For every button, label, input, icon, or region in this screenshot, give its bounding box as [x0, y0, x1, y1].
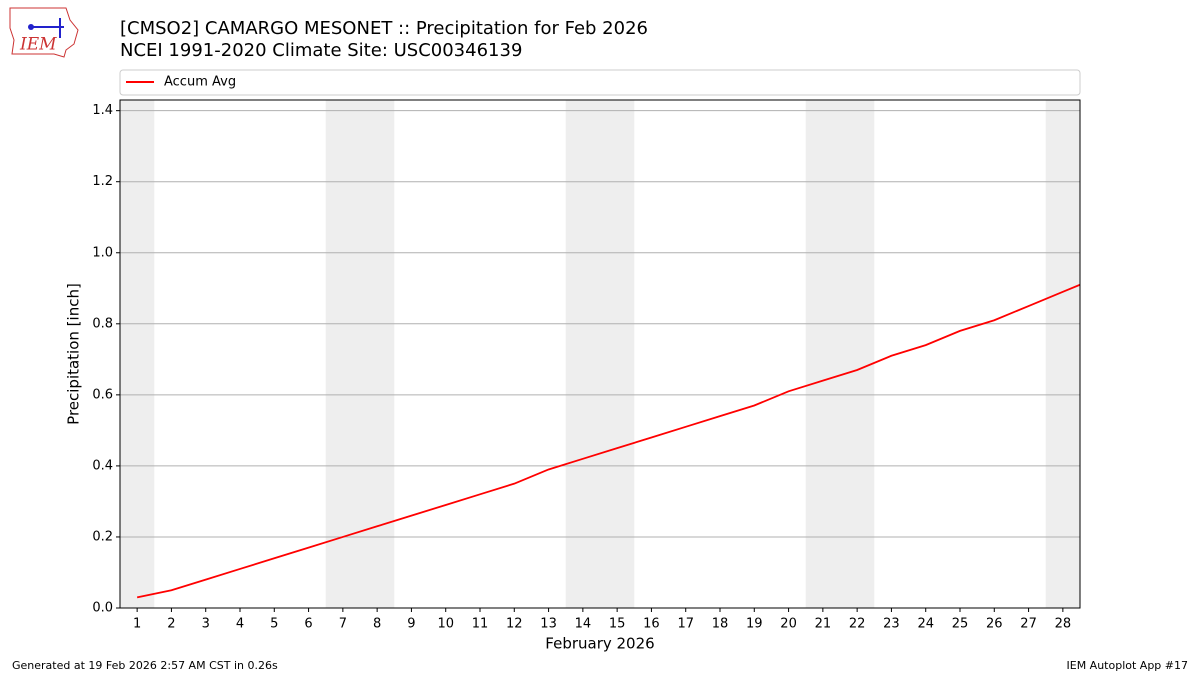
- y-tick-label: 0.8: [92, 316, 113, 331]
- y-tick-label: 1.2: [92, 174, 113, 189]
- x-tick-label: 26: [986, 617, 1003, 632]
- x-tick-label: 2: [167, 617, 175, 632]
- x-tick-label: 3: [202, 617, 210, 632]
- x-tick-label: 17: [677, 617, 694, 632]
- x-tick-label: 27: [1020, 617, 1037, 632]
- x-tick-label: 14: [575, 617, 592, 632]
- x-tick-label: 11: [472, 617, 489, 632]
- plot-area: [136, 283, 1080, 599]
- weekend-shade: [325, 100, 395, 608]
- y-tick-label: 0.4: [92, 458, 113, 473]
- x-tick-label: 22: [849, 617, 866, 632]
- weekend-shade: [805, 100, 875, 608]
- line-series: [136, 283, 1080, 599]
- x-axis-label: February 2026: [545, 635, 654, 653]
- x-tick-label: 8: [373, 617, 381, 632]
- legend-box: [119, 69, 1081, 96]
- x-tick-label: 1: [133, 617, 141, 632]
- weekend-shade: [120, 100, 155, 608]
- y-axis-label: Precipitation [inch]: [65, 283, 83, 425]
- axes-frame: [119, 99, 1081, 609]
- x-tick-label: 18: [712, 617, 729, 632]
- footer-left: Generated at 19 Feb 2026 2:57 AM CST in …: [12, 659, 278, 672]
- x-tick-label: 12: [506, 617, 523, 632]
- footer-right: IEM Autoplot App #17: [1067, 659, 1189, 672]
- x-tick-label: 24: [917, 617, 934, 632]
- weekend-shade: [1045, 100, 1080, 608]
- legend-label: Accum Avg: [164, 75, 236, 90]
- x-tick-label: 6: [304, 617, 312, 632]
- x-tick-label: 4: [236, 617, 244, 632]
- x-tick-label: 21: [815, 617, 832, 632]
- y-tick-label: 0.6: [92, 387, 113, 402]
- weekend-shade: [565, 100, 635, 608]
- y-tick-label: 0.2: [92, 529, 113, 544]
- logo-outline: [9, 7, 79, 58]
- x-tick-label: 16: [643, 617, 660, 632]
- x-tick-label: 25: [952, 617, 969, 632]
- logo: IEM: [9, 7, 79, 58]
- x-tick-label: 7: [339, 617, 347, 632]
- y-tick-label: 1.4: [92, 103, 113, 118]
- logo-icon: [28, 24, 34, 30]
- x-tick-label: 5: [270, 617, 278, 632]
- y-tick-label: 1.0: [92, 245, 113, 260]
- x-tick-label: 28: [1055, 617, 1072, 632]
- x-tick-label: 19: [746, 617, 763, 632]
- x-tick-label: 10: [437, 617, 454, 632]
- chart-title: [CMSO2] CAMARGO MESONET :: Precipitation…: [120, 18, 648, 39]
- logo-text: IEM: [19, 35, 57, 55]
- x-tick-label: 23: [883, 617, 900, 632]
- chart-subtitle: NCEI 1991-2020 Climate Site: USC00346139: [120, 40, 522, 61]
- x-tick-label: 15: [609, 617, 626, 632]
- x-tick-label: 20: [780, 617, 797, 632]
- x-tick-label: 9: [407, 617, 415, 632]
- x-tick-label: 13: [540, 617, 557, 632]
- y-tick-label: 0.0: [92, 601, 113, 616]
